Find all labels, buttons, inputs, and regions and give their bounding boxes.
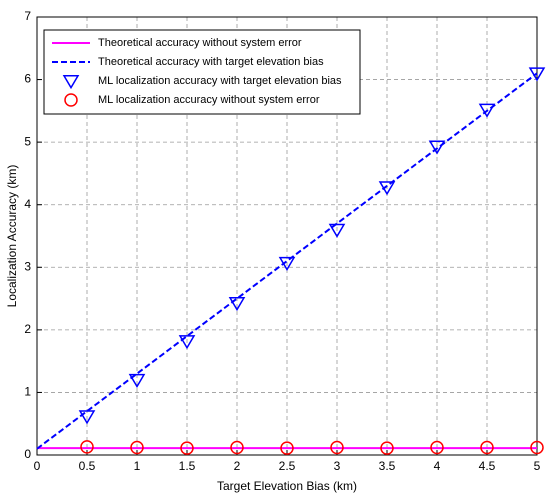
y-tick-label: 7	[24, 9, 31, 23]
x-tick-label: 1.5	[179, 459, 196, 473]
marker	[280, 441, 294, 455]
marker	[378, 181, 396, 196]
x-tick-label: 4.5	[479, 459, 496, 473]
y-tick-label: 1	[24, 385, 31, 399]
y-tick-label: 0	[24, 447, 31, 461]
legend-label: Theoretical accuracy without system erro…	[98, 37, 302, 49]
x-tick-label: 0.5	[79, 459, 96, 473]
axes-frame	[36, 16, 538, 456]
x-axis-label: Target Elevation Bias (km)	[217, 479, 357, 493]
y-tick-label: 2	[24, 322, 31, 336]
legend: Theoretical accuracy without system erro…	[43, 29, 361, 115]
x-tick-label: 4	[434, 459, 441, 473]
marker	[480, 440, 494, 455]
marker	[178, 335, 196, 350]
x-tick-label: 0	[34, 459, 41, 473]
legend-box	[43, 29, 361, 115]
marker	[328, 223, 346, 238]
marker	[330, 440, 344, 455]
marker	[230, 440, 244, 455]
legend-swatch	[64, 93, 78, 107]
marker	[430, 440, 444, 455]
y-tick-label: 3	[24, 259, 31, 273]
x-tick-label: 3.5	[379, 459, 396, 473]
marker	[78, 410, 96, 425]
marker	[528, 67, 546, 82]
legend-label: ML localization accuracy with target ele…	[98, 75, 342, 87]
legend-swatch	[62, 75, 80, 90]
y-axis-label: Localization Accuracy (km)	[5, 165, 19, 308]
marker	[478, 103, 496, 118]
legend-label: Theoretical accuracy with target elevati…	[98, 56, 324, 68]
marker	[130, 440, 144, 455]
legend-label: ML localization accuracy without system …	[98, 94, 320, 106]
marker	[228, 296, 246, 312]
x-tick-label: 5	[534, 459, 541, 473]
x-tick-label: 2	[234, 459, 241, 473]
marker	[180, 441, 194, 455]
line	[36, 72, 538, 450]
y-tick-label: 4	[24, 197, 31, 211]
marker	[380, 441, 394, 455]
marker	[428, 140, 446, 155]
x-tick-label: 2.5	[279, 459, 296, 473]
y-tick-label: 6	[24, 72, 31, 86]
y-tick-label: 5	[24, 134, 31, 148]
marker	[530, 440, 544, 455]
x-tick-label: 3	[334, 459, 341, 473]
marker	[128, 373, 146, 389]
marker	[80, 440, 94, 454]
marker	[278, 256, 296, 272]
x-tick-label: 1	[134, 459, 141, 473]
